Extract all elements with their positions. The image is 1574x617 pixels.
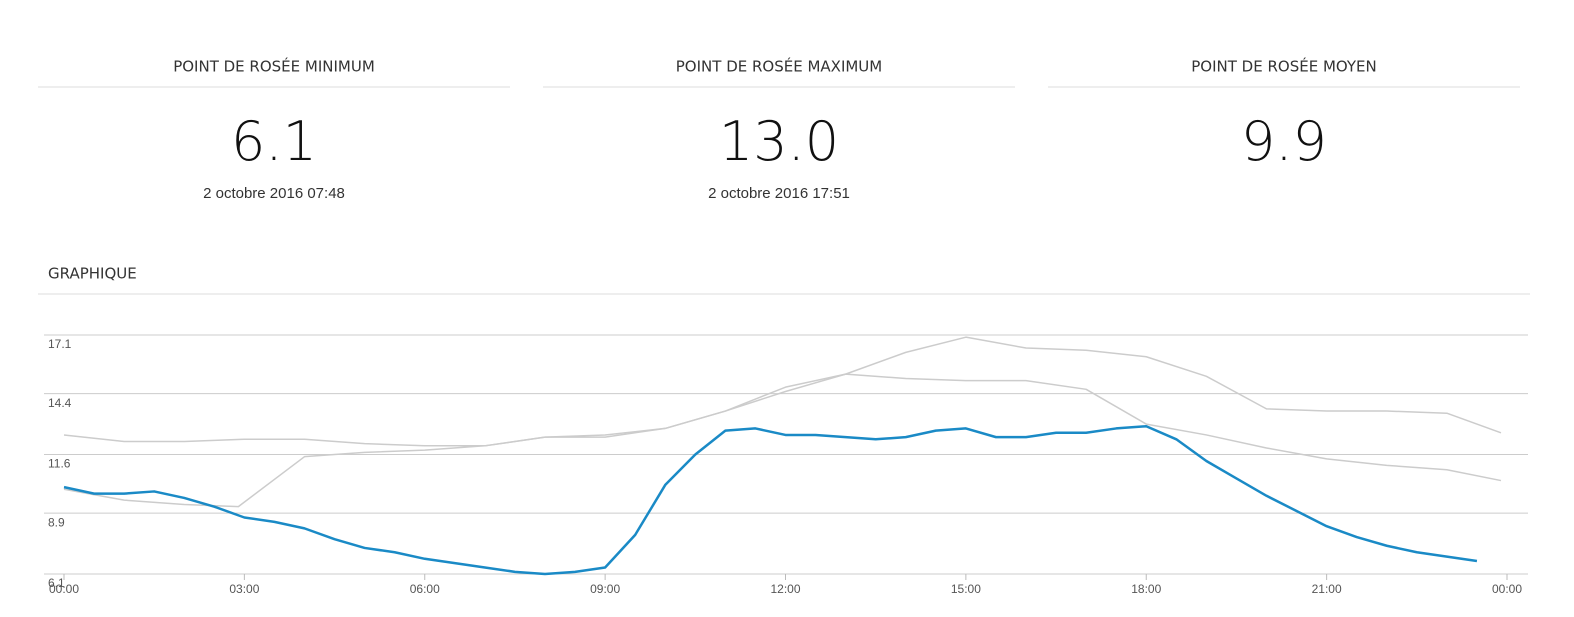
stat-date: 2 octobre 2016 07:48 [203,185,345,202]
y-tick-label: 6.1 [48,576,65,590]
series-line [63,336,1502,508]
series-line [63,373,1502,482]
x-tick-label: 09:00 [590,582,620,596]
stat-title: POINT DE ROSÉE MOYEN [1191,57,1377,76]
x-tick-label: 15:00 [951,582,981,596]
chart: 6.1 8.9 11.6 14.4 17.1 00:00 03:00 06:00 09:00 12… [44,334,1528,596]
x-tick-label: 18:00 [1131,582,1161,596]
y-tick-label: 17.1 [48,337,72,351]
y-tick-label: 14.4 [48,396,72,410]
x-tick-label: 03:00 [229,582,259,596]
stat-value: 6.1 [231,110,317,173]
stat-title: POINT DE ROSÉE MAXIMUM [676,57,882,76]
stat-card: POINT DE ROSÉE MOYEN 9.9 [1048,57,1520,173]
x-tick-label: 00:00 [49,582,79,596]
stat-date: 2 octobre 2016 17:51 [708,185,850,202]
x-tick-label: 21:00 [1312,582,1342,596]
section-title: GRAPHIQUE [48,265,137,283]
x-tick-label: 12:00 [770,582,800,596]
y-tick-label: 11.6 [48,457,71,471]
stat-card: POINT DE ROSÉE MAXIMUM 13.0 2 octobre 20… [543,57,1015,202]
y-tick-label: 8.9 [48,515,65,529]
x-tick-label: 00:00 [1492,582,1522,596]
stat-value: 9.9 [1241,110,1327,173]
stat-title: POINT DE ROSÉE MINIMUM [173,57,375,76]
series-line [63,425,1478,576]
stat-card: POINT DE ROSÉE MINIMUM 6.1 2 octobre 201… [38,57,510,202]
stat-value: 13.0 [719,110,839,173]
x-tick-label: 06:00 [410,582,440,596]
